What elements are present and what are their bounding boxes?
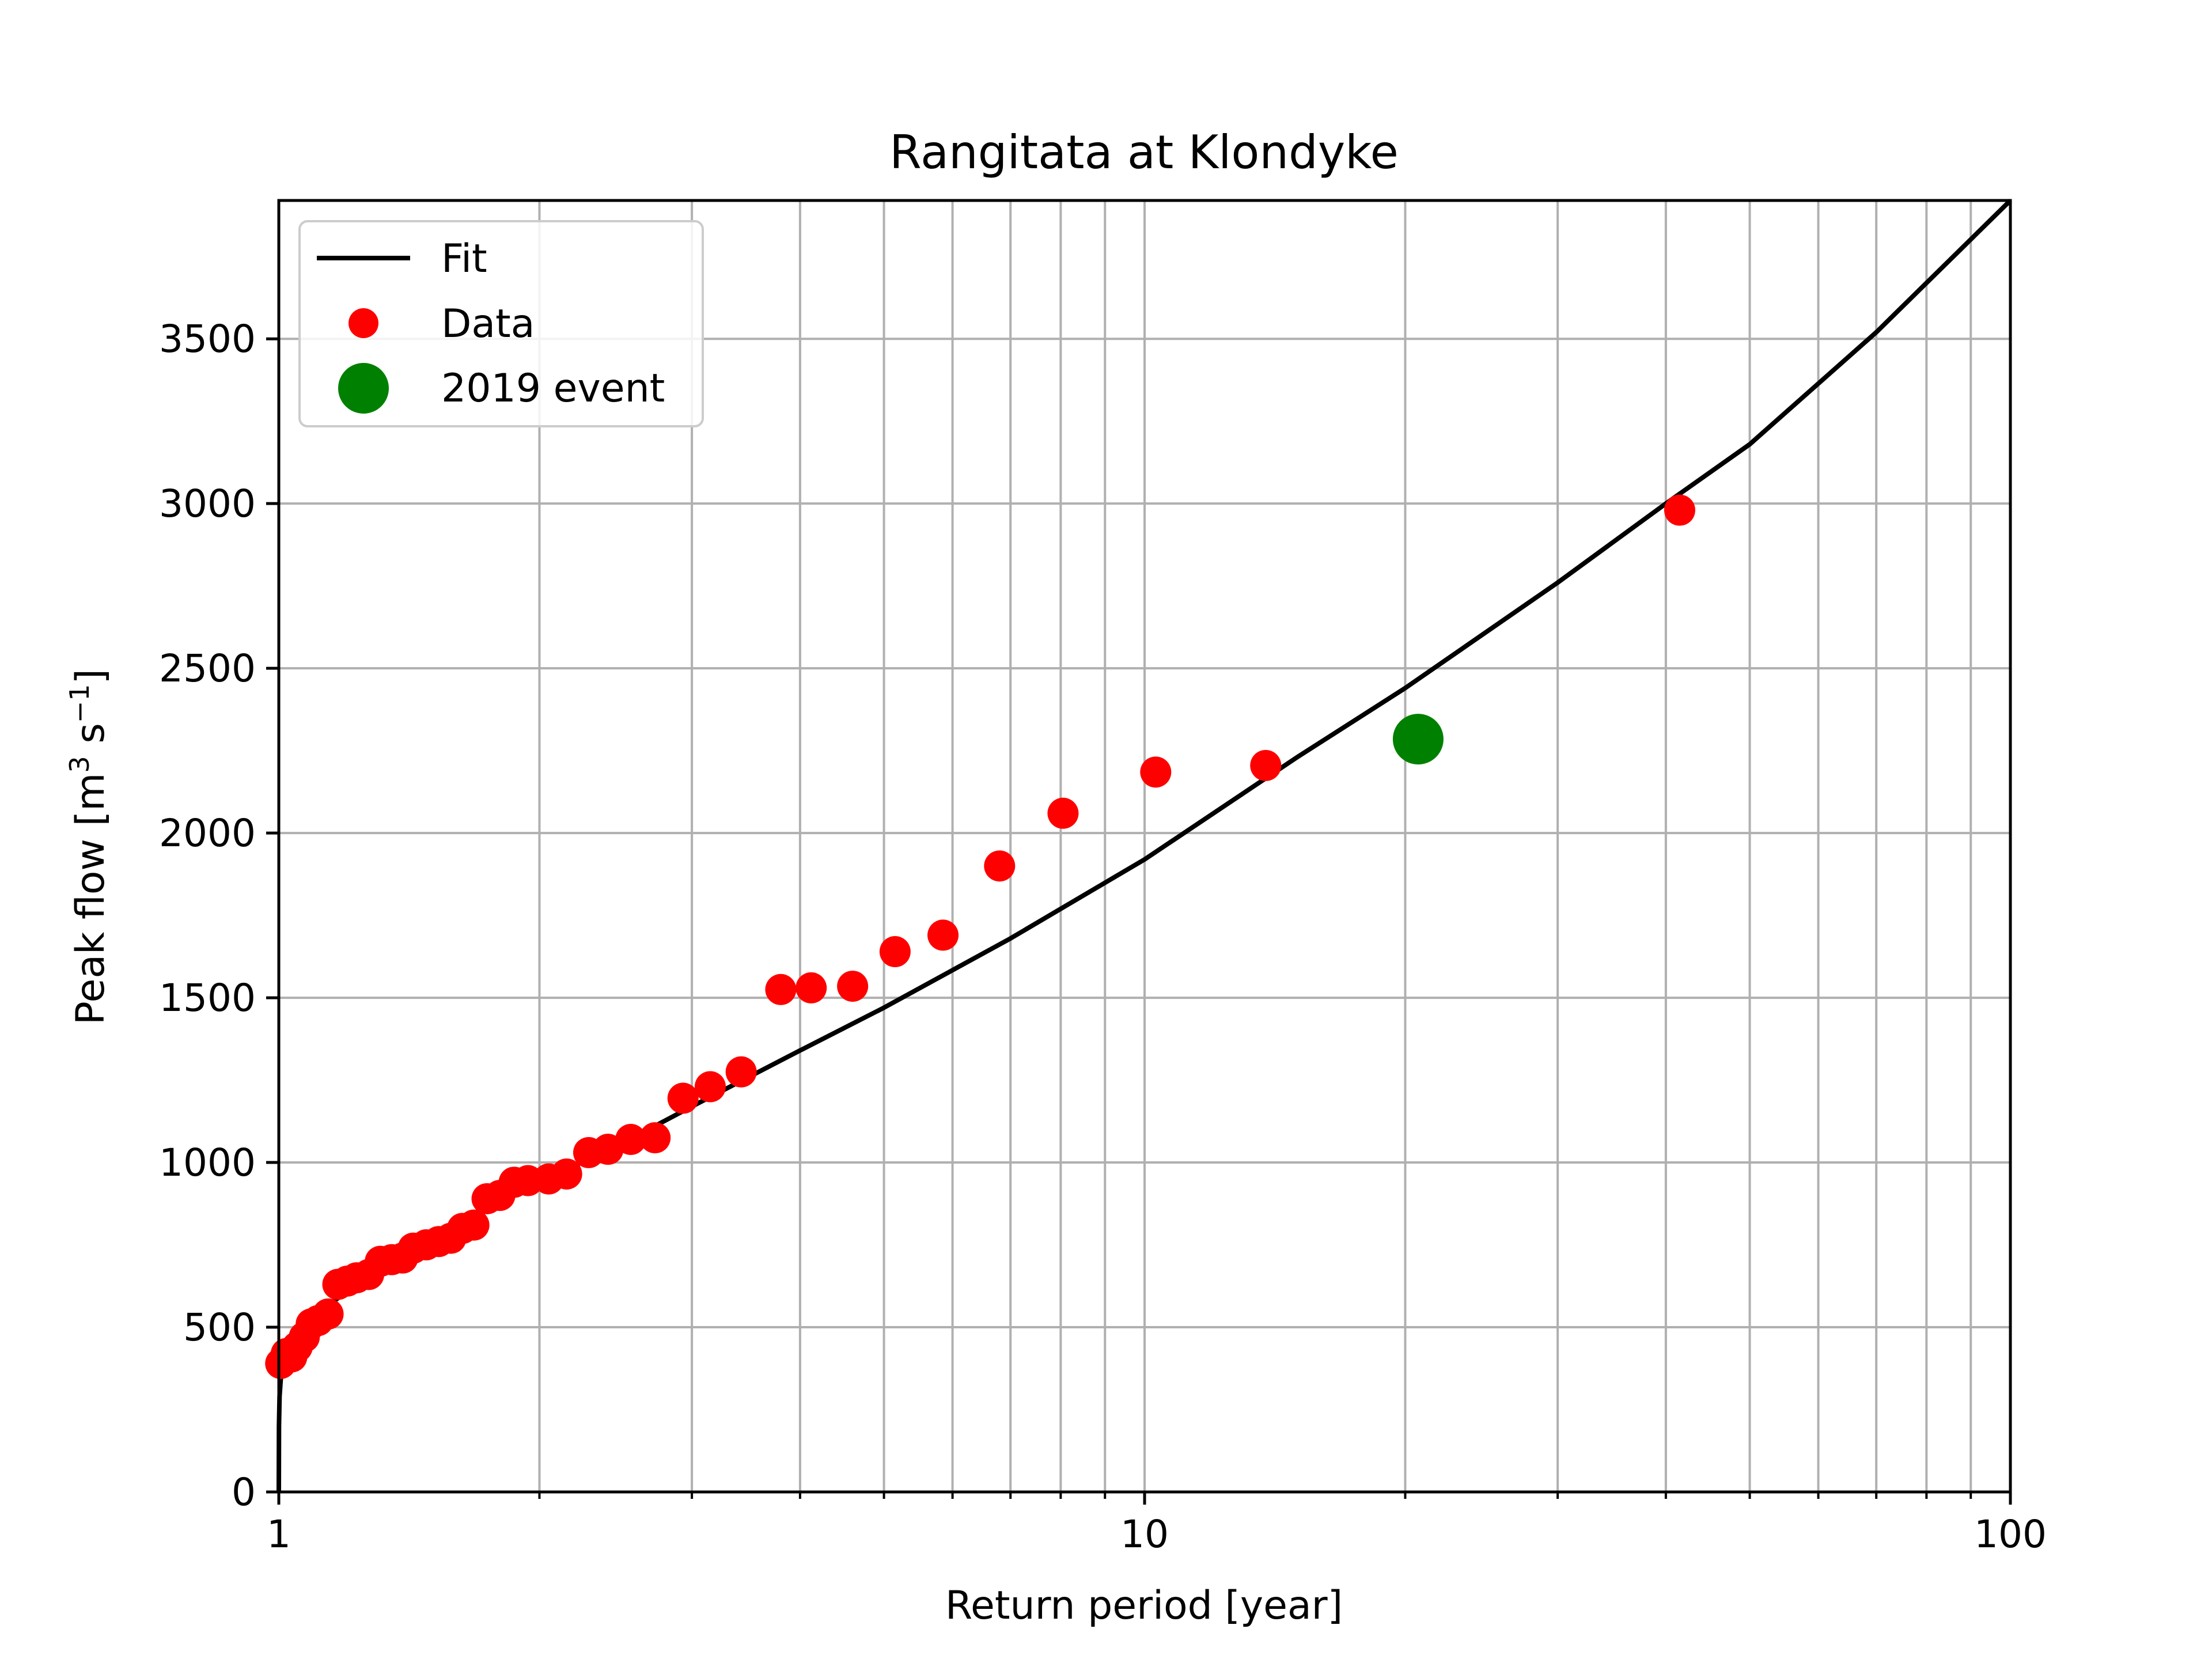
y-tick-label: 2000 [159,811,256,855]
data-point [1140,756,1172,788]
data-point [879,936,911,968]
grid [279,200,2010,1492]
legend: Fit Data 2019 event [298,220,704,427]
data-point [615,1124,647,1156]
y-axis-label-s: s [68,723,113,756]
data-point [639,1122,671,1154]
y-axis-label-main: Peak flow [m [68,773,113,1025]
y-axis-ticks: 0 500 1000 1500 2000 2500 3000 3500 [159,317,279,1514]
x-tick-label: 10 [1120,1512,1169,1556]
data-point [694,1071,726,1103]
y-tick-label: 1500 [159,976,256,1020]
y-tick-label: 1000 [159,1141,256,1185]
x-axis-label: Return period [year] [945,1583,1343,1628]
y-axis-label: Peak flow [m3 s−1] [64,669,113,1025]
data-point [1047,797,1079,829]
data-point [1664,494,1695,526]
legend-data-label: Data [441,301,535,347]
legend-event-label: 2019 event [441,366,665,411]
data-point [837,971,869,1002]
y-tick-label: 0 [232,1470,256,1514]
data-point [984,850,1016,882]
data-point [927,919,959,951]
data-point [796,972,827,1003]
event-2019-point [1392,714,1444,765]
y-tick-label: 3500 [159,317,256,361]
data-point [765,974,797,1005]
x-tick-label: 100 [1974,1512,2047,1556]
data-point [1250,749,1282,781]
y-tick-label: 3000 [159,482,256,526]
data-point [551,1158,582,1190]
y-axis-label-sup-3: 3 [64,756,95,772]
legend-data-swatch [349,308,378,338]
data-point [312,1298,344,1330]
data-point [667,1082,699,1114]
y-tick-label: 500 [183,1305,256,1350]
data-point [725,1056,757,1088]
legend-box [298,220,704,427]
data-series [265,494,1695,1379]
x-tick-label: 1 [267,1512,291,1556]
y-axis-label-sup-minus1: −1 [64,684,95,723]
y-axis-label-close: ] [68,669,113,684]
legend-event-swatch [338,363,389,414]
chart-title: Rangitata at Klondyke [889,126,1399,179]
data-point [458,1209,490,1241]
y-tick-label: 2500 [159,646,256,691]
x-axis-ticks: 1 10 100 [267,1492,2047,1556]
legend-fit-label: Fit [441,236,487,282]
event-series [1392,714,1444,765]
